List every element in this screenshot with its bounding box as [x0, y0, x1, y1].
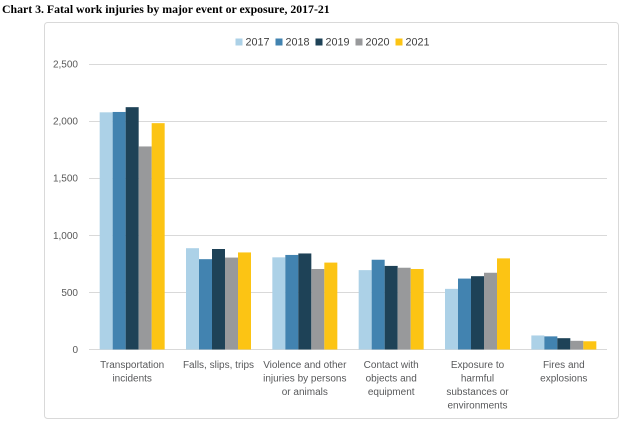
svg-text:substances or: substances or: [446, 387, 509, 398]
svg-text:explosions: explosions: [540, 374, 587, 385]
svg-text:2021: 2021: [406, 37, 430, 49]
svg-text:or animals: or animals: [282, 387, 328, 398]
svg-text:500: 500: [61, 288, 78, 299]
svg-text:Violence and other: Violence and other: [263, 360, 347, 371]
svg-text:Fires and: Fires and: [543, 360, 585, 371]
svg-text:Falls, slips, trips: Falls, slips, trips: [183, 360, 254, 371]
svg-text:harmful: harmful: [461, 374, 494, 385]
svg-text:2018: 2018: [286, 37, 310, 49]
svg-text:2017: 2017: [246, 37, 270, 49]
svg-text:1,000: 1,000: [53, 231, 78, 242]
svg-text:2,000: 2,000: [53, 117, 78, 128]
svg-text:1,500: 1,500: [53, 174, 78, 185]
svg-text:0: 0: [72, 345, 78, 356]
svg-text:equipment: equipment: [368, 387, 415, 398]
svg-text:incidents: incidents: [112, 374, 151, 385]
svg-text:injuries by persons: injuries by persons: [263, 374, 346, 385]
svg-text:Exposure to: Exposure to: [451, 360, 505, 371]
svg-text:Contact with: Contact with: [364, 360, 419, 371]
svg-text:objects and: objects and: [366, 374, 417, 385]
svg-text:2,500: 2,500: [53, 60, 78, 71]
svg-text:2019: 2019: [326, 37, 350, 49]
svg-text:Transportation: Transportation: [100, 360, 164, 371]
svg-text:2020: 2020: [366, 37, 390, 49]
svg-text:Chart 3. Fatal work injuries b: Chart 3. Fatal work injuries by major ev…: [2, 2, 330, 16]
svg-text:environments: environments: [447, 401, 507, 412]
